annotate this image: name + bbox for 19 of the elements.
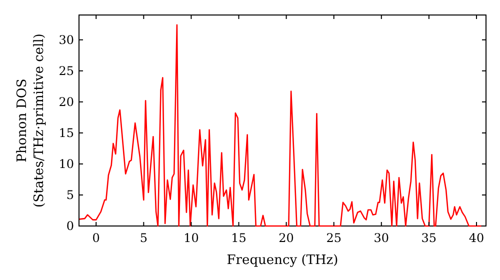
- y-tick-label: 15: [58, 126, 74, 140]
- x-tick-label: 0: [92, 231, 100, 245]
- line-series: [79, 24, 482, 227]
- y-axis-title: Phonon DOS (States/THz·primitive cell): [15, 33, 47, 208]
- y-tick-label: 30: [58, 33, 74, 48]
- y-tick-label: 10: [58, 157, 74, 172]
- x-tick-label: 30: [374, 231, 390, 245]
- x-tick-label: 20: [278, 231, 294, 245]
- x-tick-label: 40: [468, 231, 484, 245]
- x-tick-label: 25: [326, 231, 342, 245]
- x-tick-label: 10: [184, 231, 199, 245]
- x-tick-label: 5: [140, 231, 148, 245]
- y-tick-label: 0: [66, 219, 74, 234]
- x-tick-label: 35: [421, 231, 437, 245]
- y-tick-label: 5: [66, 188, 74, 202]
- x-tick-label: 15: [231, 231, 246, 245]
- y-tick-label: 25: [58, 64, 74, 78]
- y-tick-label: 20: [58, 95, 74, 110]
- x-axis-title: Frequency (THz): [226, 253, 338, 268]
